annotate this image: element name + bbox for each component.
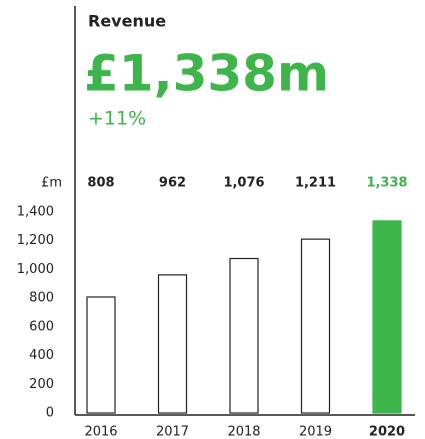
x-tick-label: 2018 bbox=[227, 425, 260, 439]
bar bbox=[229, 257, 259, 414]
value-label: 962 bbox=[159, 176, 186, 191]
bar bbox=[86, 296, 116, 414]
x-tick-label: 2017 bbox=[156, 425, 189, 439]
y-tick-label: 200 bbox=[29, 377, 54, 392]
chart-title: Revenue bbox=[88, 12, 166, 31]
y-tick-label: 1,200 bbox=[17, 233, 54, 248]
y-tick-label: 1,400 bbox=[17, 205, 54, 220]
x-tick-label: 2020 bbox=[369, 425, 405, 439]
bar bbox=[372, 220, 402, 414]
y-tick-label: 600 bbox=[29, 319, 54, 334]
value-label: 1,211 bbox=[295, 176, 336, 191]
bar bbox=[300, 238, 331, 414]
value-label: 808 bbox=[87, 176, 114, 191]
y-tick-label: 800 bbox=[29, 291, 54, 306]
x-tick-label: 2019 bbox=[299, 425, 332, 439]
y-tick-label: 0 bbox=[46, 406, 54, 421]
change: +11% bbox=[88, 108, 146, 130]
y-tick-label: 400 bbox=[29, 348, 54, 363]
x-tick-label: 2016 bbox=[84, 425, 117, 439]
bar bbox=[157, 274, 188, 414]
headline: £1,338m bbox=[84, 45, 329, 103]
unit-label: £m bbox=[41, 176, 62, 191]
value-label: 1,338 bbox=[366, 176, 407, 191]
value-label: 1,076 bbox=[223, 176, 264, 191]
y-tick-label: 1,000 bbox=[17, 262, 54, 277]
